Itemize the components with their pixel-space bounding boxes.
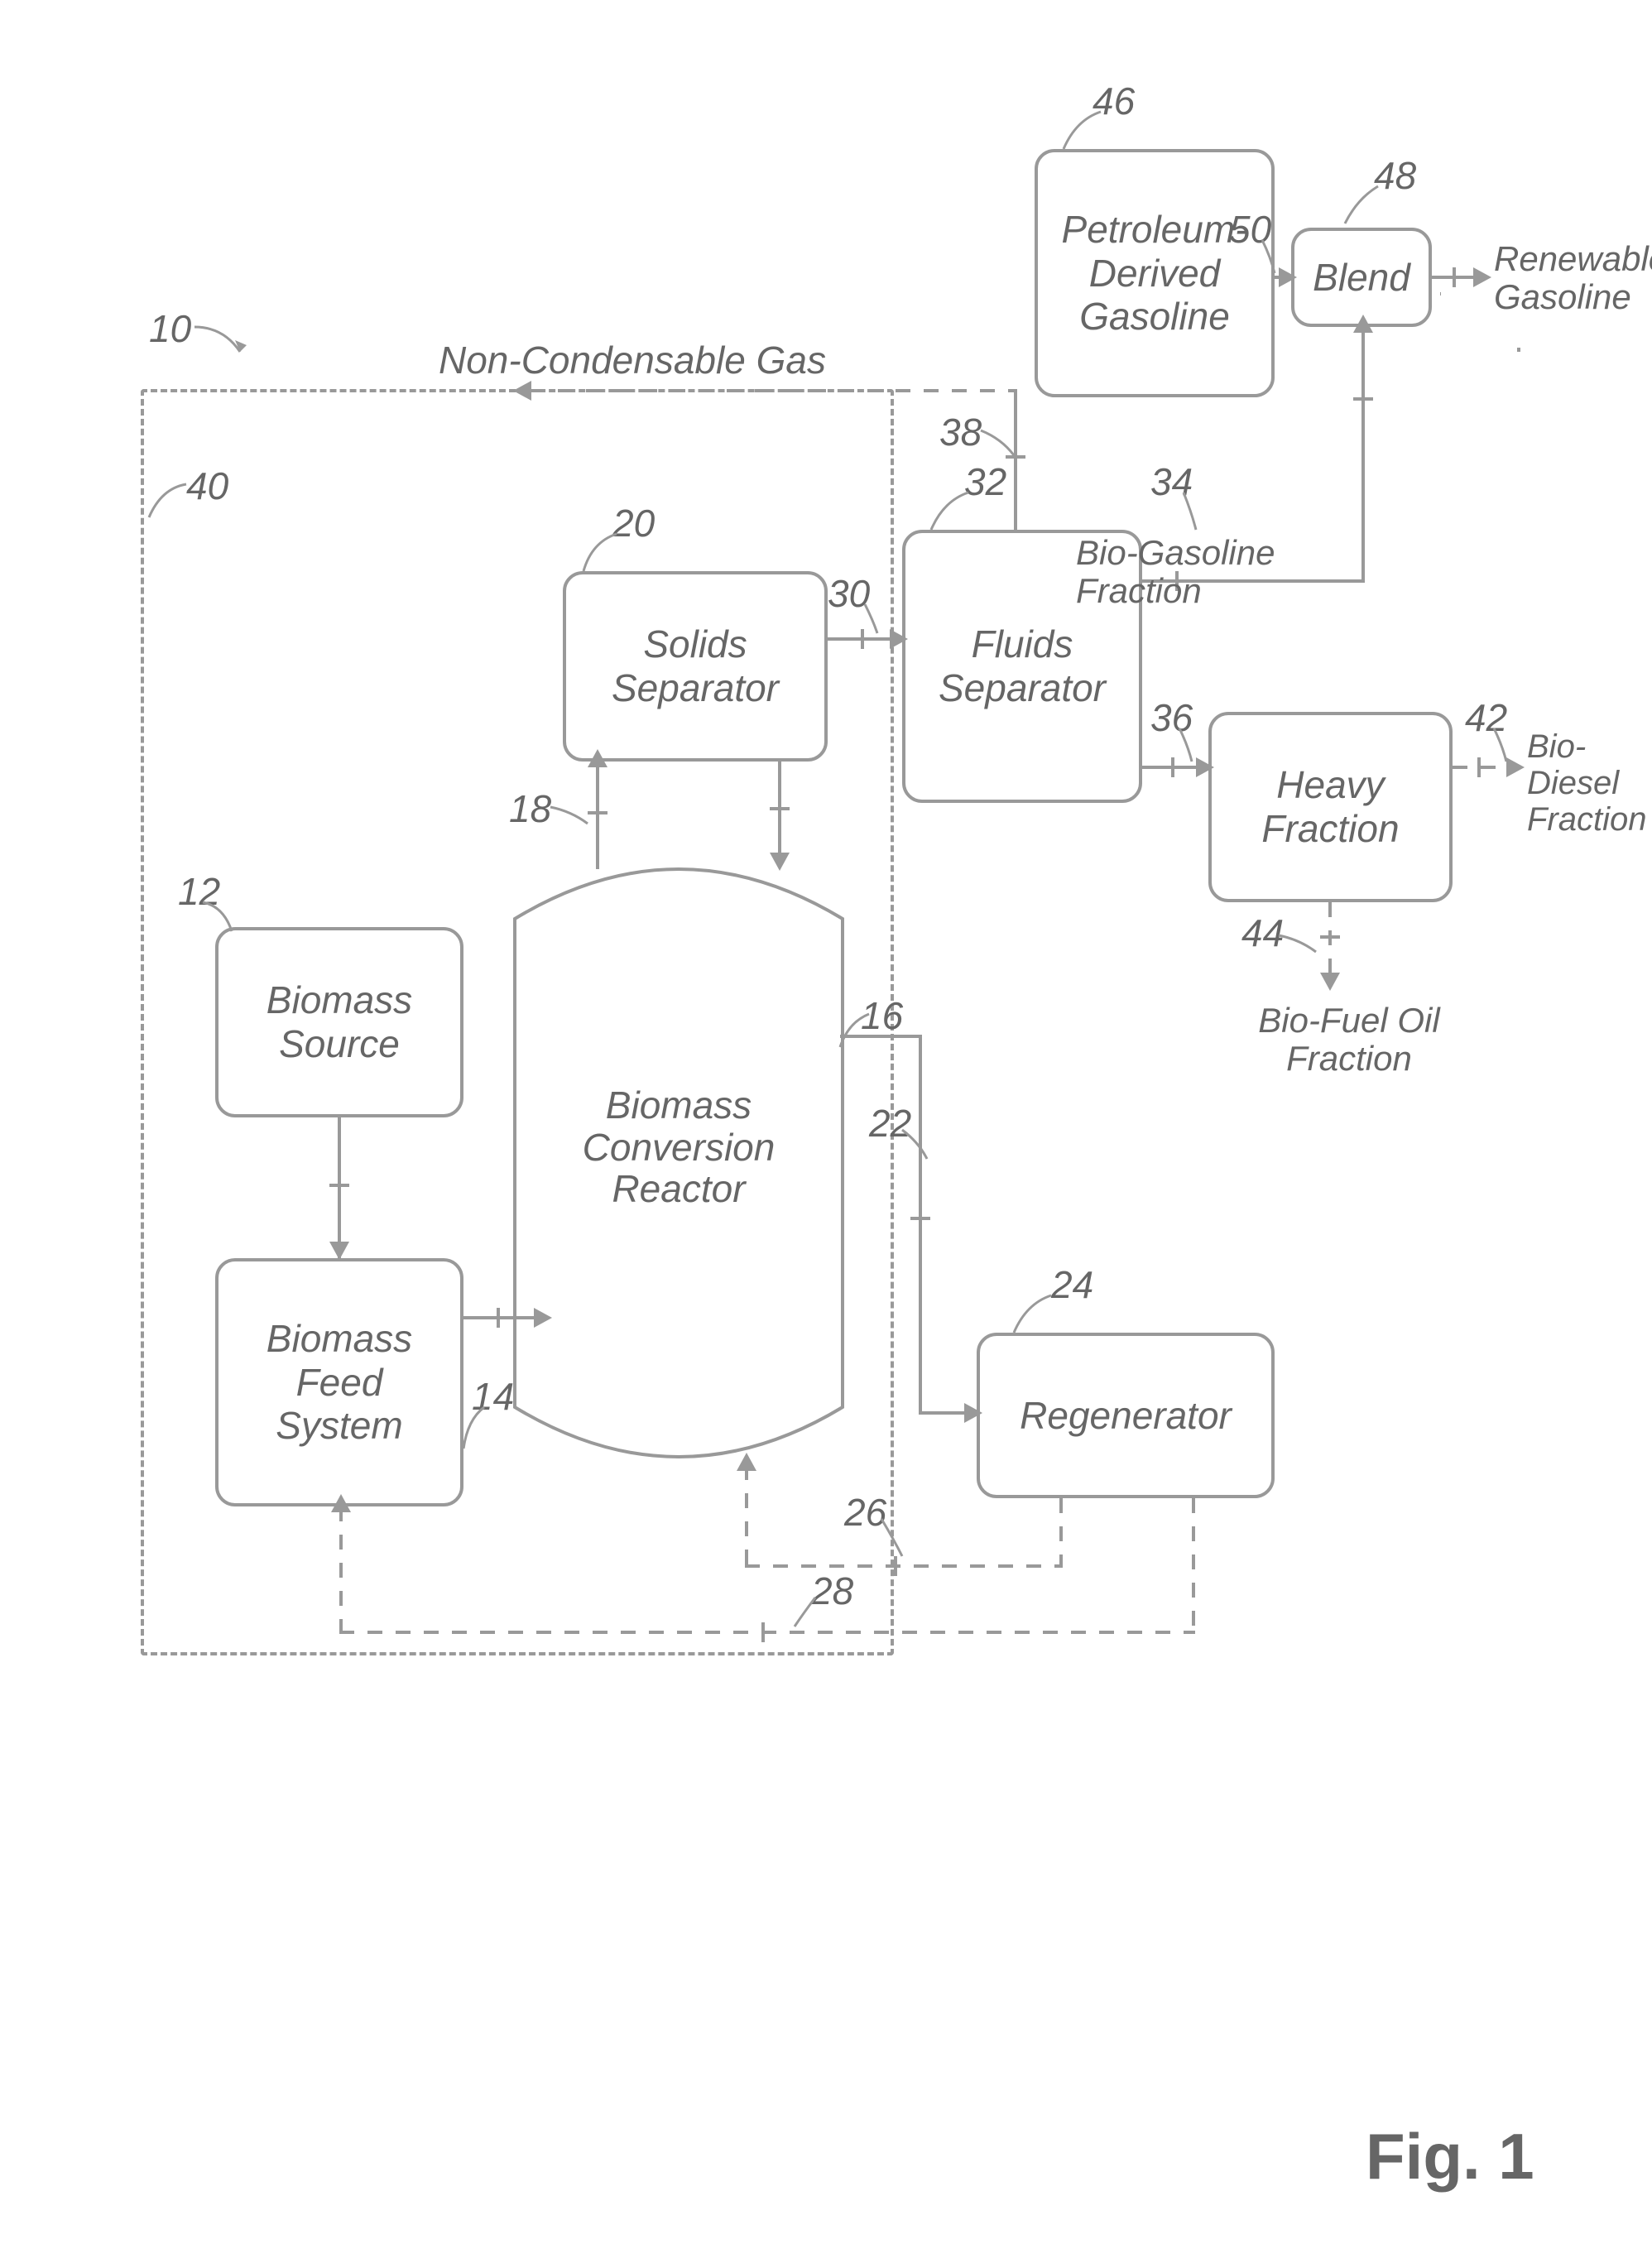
ref-14-leader	[459, 1403, 497, 1453]
box-biomass-source-label: Biomass Source	[267, 978, 412, 1066]
conn-solids-reactor	[778, 762, 781, 865]
arrow-reactor-solids	[588, 749, 607, 767]
arrow-solids-reactor	[770, 853, 790, 871]
arrow-heavy-fueloil	[1320, 973, 1340, 991]
ref-20-leader	[579, 530, 621, 575]
ref-40-leader	[145, 476, 194, 526]
conn-28-h	[339, 1631, 1195, 1634]
ref-18: 18	[509, 786, 551, 831]
biomass-conversion-flowchart: 10 40 Biomass Source 12 Biomass Feed Sys…	[0, 0, 1652, 2268]
conn-28-v2	[339, 1506, 343, 1634]
box-blend: Blend	[1291, 228, 1432, 327]
ref-26-leader	[873, 1515, 910, 1560]
ref-30-leader	[852, 600, 886, 637]
ref-36-leader	[1167, 724, 1200, 848]
ref-12-leader	[199, 898, 240, 935]
ref-34-leader	[1171, 488, 1204, 534]
conn-heavy-fueloil	[1328, 902, 1332, 977]
tick-solids-reactor	[770, 807, 790, 810]
label-biodiesel: Bio-Diesel Fraction	[1527, 728, 1651, 838]
tick-44	[1320, 935, 1340, 939]
tick-biogas-blend	[1353, 397, 1373, 401]
box-biomass-source: Biomass Source	[215, 927, 463, 1117]
arrow-26	[737, 1453, 756, 1471]
conn-28-v1	[1192, 1498, 1195, 1631]
ref-24: 24	[1051, 1262, 1093, 1307]
conn-reactor-solids	[596, 762, 599, 869]
conn-petrol-blend	[1440, 292, 1441, 296]
ref-10: 10	[149, 306, 191, 351]
arrow-source-feed	[329, 1242, 349, 1260]
ref-16-leader	[836, 1010, 873, 1051]
arrow-feed-reactor	[534, 1308, 552, 1328]
box-solids-label: Solids Separator	[612, 622, 779, 710]
label-biofueloil: Bio-Fuel Oil Fraction	[1241, 1002, 1457, 1078]
tick-42	[1477, 757, 1481, 777]
ref-46-leader2	[1059, 108, 1105, 153]
figure-label: Fig. 1	[1366, 2119, 1534, 2194]
box-regenerator: Regenerator	[977, 1333, 1275, 1498]
ref-38-leader	[977, 422, 1018, 459]
box-petroleum-label: Petroleum- Derived Gasoline	[1062, 208, 1248, 339]
conn-fluids-up	[1014, 389, 1017, 530]
ref-32-leader	[927, 488, 972, 534]
tick-blend-renew	[1453, 267, 1456, 287]
ref-44-leader	[1275, 927, 1320, 956]
arrow-28	[331, 1494, 351, 1512]
arrow-solids-fluids	[890, 629, 908, 649]
label-biogasoline: Bio-Gasoline Fraction	[1076, 534, 1407, 610]
ref-48-leader3	[1341, 182, 1382, 228]
tick-28	[761, 1622, 765, 1642]
ref-22-leader	[898, 1122, 931, 1163]
box-heavy-fraction: Heavy Fraction	[1208, 712, 1453, 902]
ref-10-leader	[190, 319, 257, 360]
ref-50-leader3	[1250, 236, 1283, 277]
conn-ncgas	[530, 389, 1016, 392]
tick-source-feed	[329, 1184, 349, 1187]
box-blend-label: Blend	[1313, 256, 1410, 300]
conn-26-v2	[745, 1465, 748, 1568]
box-fluids-label: Fluids Separator	[939, 622, 1106, 710]
ref-18-leader	[546, 803, 592, 828]
reactor-label: Biomass Conversion Reactor	[513, 1084, 844, 1210]
arrow-ncgas	[513, 381, 531, 401]
conn-26-v1	[1059, 1498, 1063, 1564]
box-heavy-label: Heavy Fraction	[1261, 763, 1399, 851]
ref-28-leader	[790, 1593, 824, 1631]
conn-22-v	[919, 1035, 922, 1411]
ref-42-leader	[1482, 724, 1515, 766]
conn-heavy-diesel	[1453, 766, 1510, 769]
arrow-22	[964, 1403, 982, 1423]
box-regenerator-label: Regenerator	[1020, 1394, 1232, 1438]
ref-38: 38	[939, 410, 982, 454]
tick-feed-reactor	[497, 1308, 500, 1328]
conn-petrol-up	[1517, 348, 1520, 352]
box-petroleum-gasoline: Petroleum- Derived Gasoline	[1035, 149, 1275, 397]
box-biomass-feed-label: Biomass Feed System	[267, 1317, 412, 1449]
label-noncondensable: Non-Condensable Gas	[439, 339, 902, 382]
conn-22-h1	[840, 1035, 919, 1038]
arrow-biogas-blend	[1353, 315, 1373, 333]
tick-22	[910, 1217, 930, 1220]
conn-26-h	[745, 1564, 1063, 1568]
label-renewable-gasoline: Renewable Gasoline	[1494, 240, 1651, 316]
conn-source-feed	[338, 1117, 341, 1258]
arrow-blend-renew	[1473, 267, 1491, 287]
box-solids-separator: Solids Separator	[563, 571, 828, 762]
ref-24-leader	[1010, 1291, 1055, 1337]
box-biomass-feed: Biomass Feed System	[215, 1258, 463, 1506]
